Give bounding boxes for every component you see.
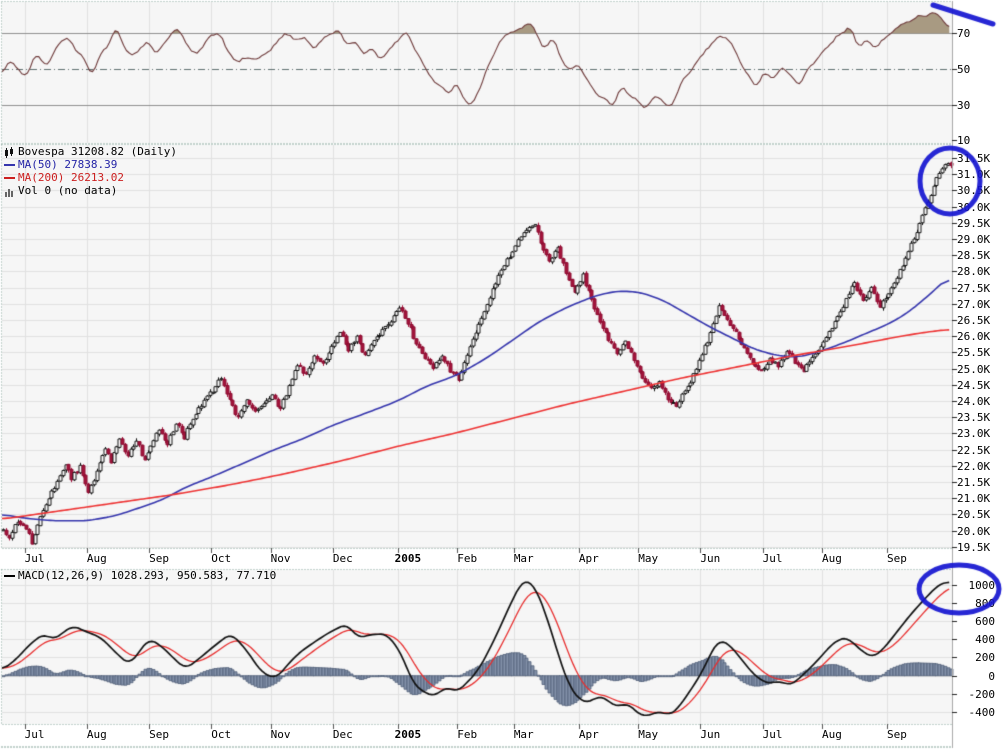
x-axis-month-label: Apr [578, 552, 599, 565]
x-axis-month-label: Nov [270, 728, 291, 741]
x-axis-month-label: Oct [211, 552, 232, 565]
x-axis-month-label: Mar [513, 552, 534, 565]
price-axis-label: 23.5K [957, 411, 991, 425]
volume-label: Vol 0 (no data) [18, 184, 118, 197]
x-axis-month-label: Apr [578, 728, 599, 741]
x-axis-month-label: Jun [700, 552, 721, 565]
macd-legend: MACD(12,26,9) 1028.293, 950.583, 77.710 [4, 570, 276, 583]
x-axis-month-label: Jun [700, 728, 721, 741]
price-axis-label: 20.0K [957, 524, 991, 538]
x-axis-month-label: 2005 [394, 552, 422, 565]
x-axis-month-label: Jul [762, 552, 783, 565]
legend-ma50-row: MA(50) 27838.39 [4, 159, 177, 171]
legend-macd-row: MACD(12,26,9) 1028.293, 950.583, 77.710 [4, 570, 276, 582]
x-axis-month-label: Jul [24, 552, 45, 565]
price-axis-label: 30.5K [957, 184, 991, 198]
x-axis-month-label: Nov [270, 552, 291, 565]
price-axis-label: 22.5K [957, 443, 991, 457]
legend-volume-row: Vol 0 (no data) [4, 185, 177, 197]
price-axis-label: 20.5K [957, 508, 991, 522]
x-axis-month-label: Aug [822, 728, 842, 741]
price-axis-label: 25.0K [957, 362, 991, 376]
price-axis-label: 25.5K [957, 346, 991, 360]
price-axis-label: 31.5K [957, 151, 991, 165]
x-axis-month-label: May [638, 728, 659, 741]
x-axis-month-label: May [638, 552, 659, 565]
price-legend: Bovespa 31208.82 (Daily) MA(50) 27838.39… [4, 146, 177, 198]
x-axis-month-label: Sep [149, 728, 169, 741]
price-axis-label: 23.0K [957, 427, 991, 441]
price-axis-label: 28.0K [957, 265, 991, 279]
candlestick-icon [4, 143, 15, 162]
price-axis-label: 24.5K [957, 378, 991, 392]
macd-axis-label: 600 [975, 615, 995, 629]
x-axis-month-label: Sep [887, 552, 907, 565]
macd-axis-label: 800 [975, 596, 995, 610]
macd-axis-label: -400 [968, 706, 996, 720]
price-axis-label: 27.5K [957, 281, 991, 295]
price-axis-label: 29.0K [957, 232, 991, 246]
price-axis-label: 29.5K [957, 216, 991, 230]
x-axis-month-label: Mar [513, 728, 534, 741]
x-axis-month-label: Dec [332, 728, 353, 741]
symbol-title: Bovespa 31208.82 (Daily) [18, 145, 177, 158]
rsi-axis-label: 50 [957, 62, 971, 76]
rsi-axis-label: 30 [957, 98, 971, 112]
x-axis-month-label: Dec [332, 552, 353, 565]
macd-axis-label: -200 [968, 687, 996, 701]
x-axis-month-label: Feb [457, 728, 478, 741]
ma50-line-icon [4, 164, 15, 166]
ma50-label: MA(50) 27838.39 [18, 158, 118, 171]
price-axis-label: 26.0K [957, 330, 991, 344]
volume-bars-icon [4, 182, 15, 201]
rsi-axis-label: 70 [957, 27, 971, 41]
macd-axis-label: 1000 [968, 578, 996, 592]
price-axis-label: 31.0K [957, 168, 991, 182]
ma200-line-icon [4, 177, 15, 179]
x-axis-month-label: 2005 [394, 728, 422, 741]
price-axis-label: 27.0K [957, 297, 991, 311]
price-axis-label: 28.5K [957, 249, 991, 263]
price-axis-label: 21.5K [957, 475, 991, 489]
x-axis-month-label: Jul [24, 728, 45, 741]
price-axis-label: 19.5K [957, 540, 991, 554]
x-axis-month-label: Feb [457, 552, 478, 565]
macd-axis-label: 400 [975, 633, 995, 647]
x-axis-month-label: Aug [86, 728, 107, 741]
price-axis-label: 26.5K [957, 313, 991, 327]
x-axis-month-label: Oct [211, 728, 232, 741]
rsi-axis-label: 10 [957, 134, 971, 148]
x-axis-month-label: Sep [149, 552, 169, 565]
price-axis-label: 24.0K [957, 394, 991, 408]
macd-line-icon [4, 575, 15, 577]
price-axis-label: 22.0K [957, 459, 991, 473]
price-axis-label: 21.0K [957, 492, 991, 506]
macd-axis-label: 0 [988, 669, 995, 683]
legend-symbol-row: Bovespa 31208.82 (Daily) [4, 146, 177, 158]
x-axis-month-label: Sep [887, 728, 907, 741]
x-axis-month-label: Aug [822, 552, 842, 565]
macd-label: MACD(12,26,9) 1028.293, 950.583, 77.710 [18, 569, 277, 582]
price-axis-label: 30.0K [957, 200, 991, 214]
ma200-label: MA(200) 26213.02 [18, 171, 124, 184]
x-axis-month-label: Jul [762, 728, 783, 741]
macd-axis-label: 200 [975, 651, 995, 665]
legend-ma200-row: MA(200) 26213.02 [4, 172, 177, 184]
x-axis-month-label: Aug [86, 552, 107, 565]
